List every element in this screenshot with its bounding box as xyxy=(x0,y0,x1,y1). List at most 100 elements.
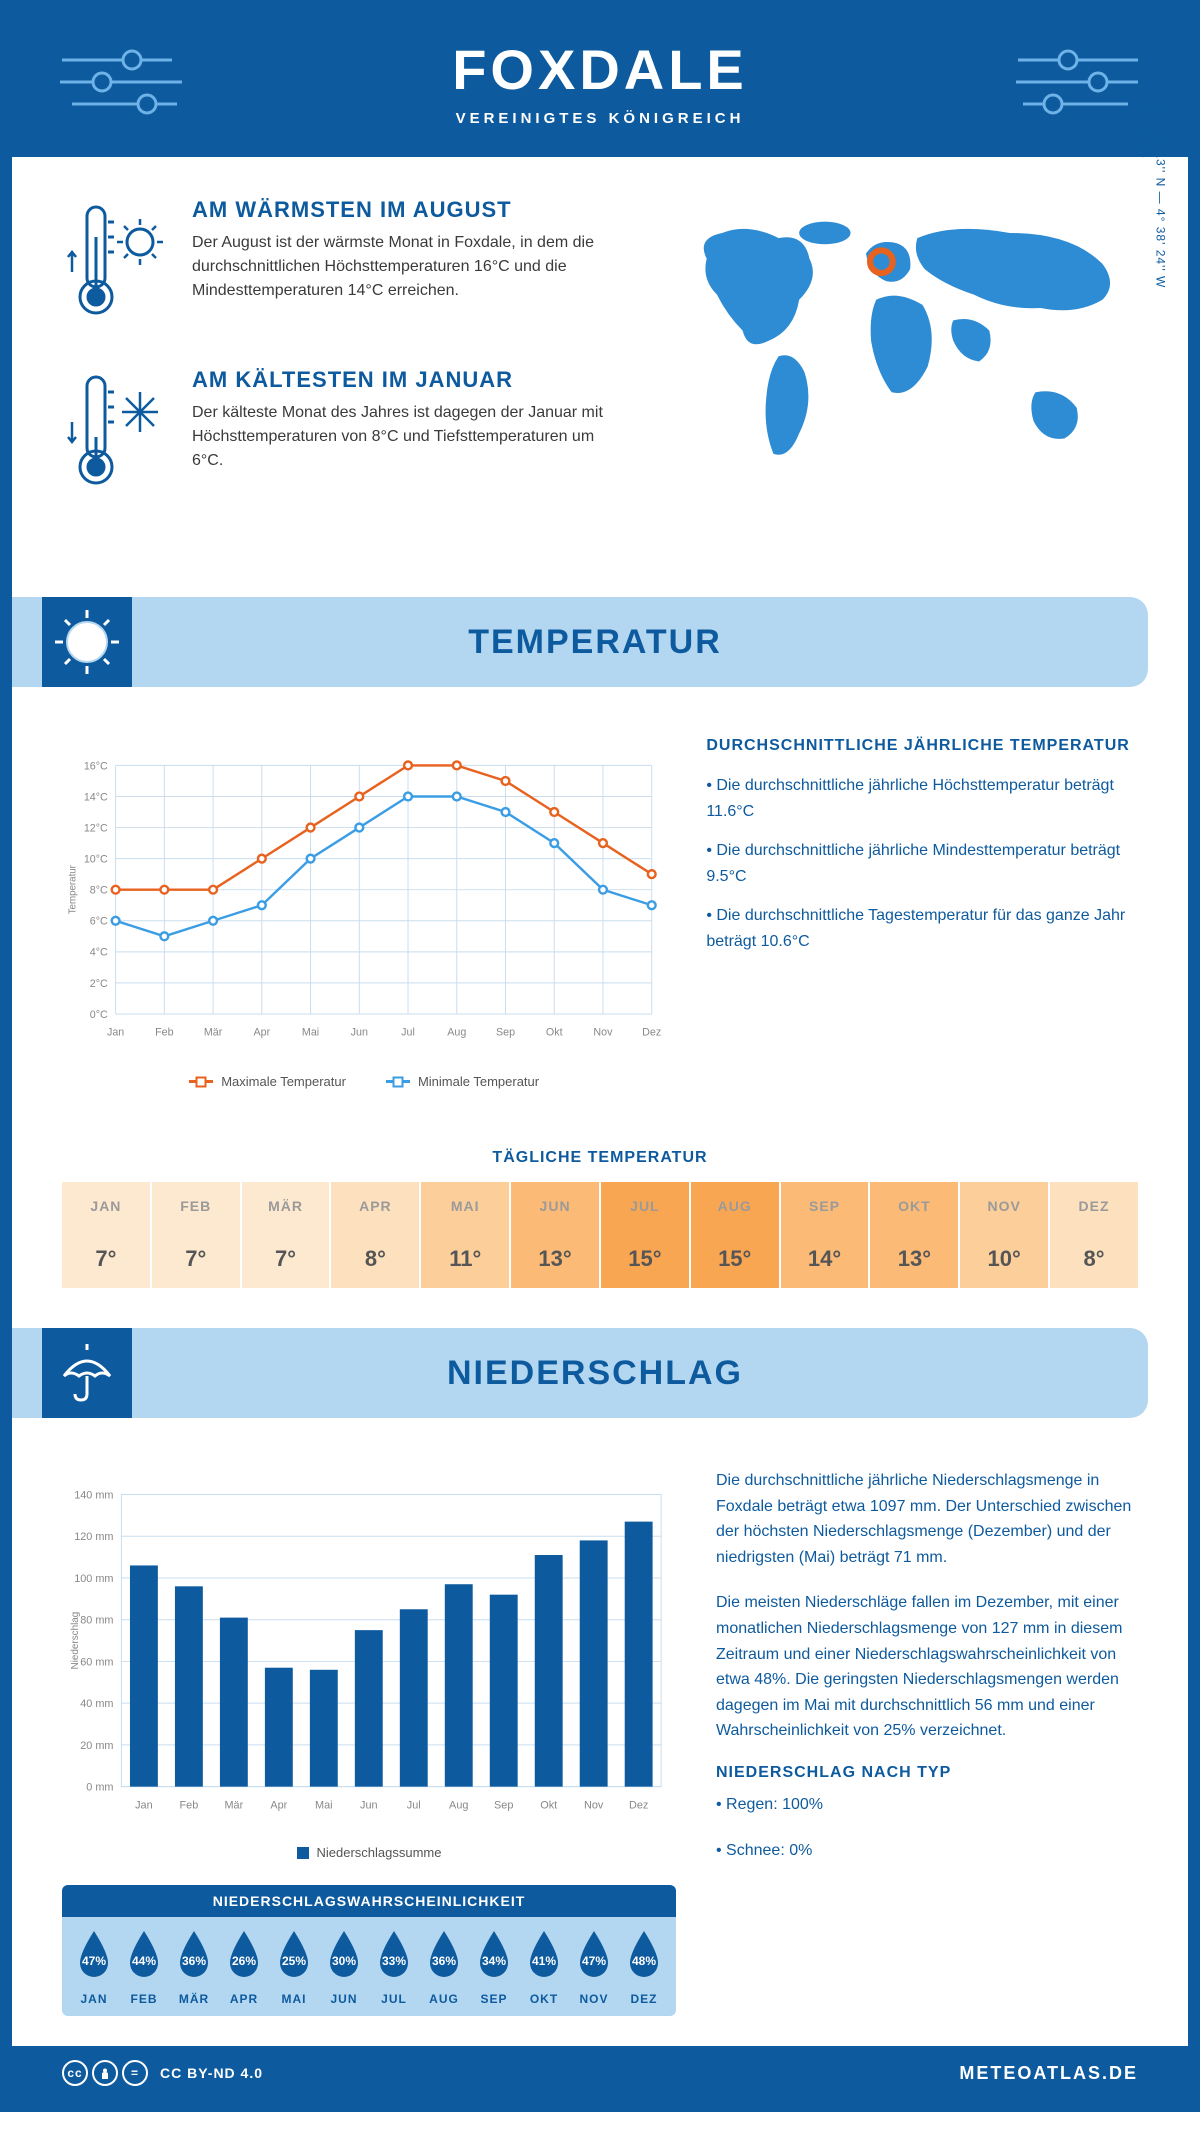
legend-min-label: Minimale Temperatur xyxy=(418,1074,539,1089)
footer-license: cc = CC BY-ND 4.0 xyxy=(62,2060,263,2086)
svg-text:Feb: Feb xyxy=(155,1026,174,1038)
svg-text:Sep: Sep xyxy=(496,1026,515,1038)
temperature-line-chart: 0°C2°C4°C6°C8°C10°C12°C14°C16°CJanFebMär… xyxy=(62,737,666,1057)
svg-text:60 mm: 60 mm xyxy=(80,1656,113,1668)
temp-cell: DEZ8° xyxy=(1050,1182,1138,1288)
svg-text:Apr: Apr xyxy=(270,1799,287,1811)
temp-cell: NOV10° xyxy=(960,1182,1048,1288)
svg-text:Niederschlag: Niederschlag xyxy=(70,1612,81,1670)
temp-bullet-3: • Die durchschnittliche Tagestemperatur … xyxy=(706,903,1138,954)
svg-text:Nov: Nov xyxy=(593,1026,613,1038)
precipitation-title: NIEDERSCHLAG xyxy=(132,1354,1148,1393)
legend-max-temp: .legend-item:nth-child(1) .legend-swatch… xyxy=(189,1074,346,1089)
prob-cell: 47%JAN xyxy=(72,1927,116,2006)
thermometer-snow-icon xyxy=(62,367,172,502)
prob-cell: 30%JUN xyxy=(322,1927,366,2006)
prob-cell: 36%MÄR xyxy=(172,1927,216,2006)
svg-text:120 mm: 120 mm xyxy=(74,1531,113,1543)
svg-text:Mär: Mär xyxy=(204,1026,223,1038)
svg-text:Okt: Okt xyxy=(540,1799,557,1811)
page-container: FOXDALE VEREINIGTES KÖNIGREICH AM WÄRMST… xyxy=(0,0,1200,2112)
coldest-body: Der kälteste Monat des Jahres ist dagege… xyxy=(192,401,605,473)
precip-p1: Die durchschnittliche jährliche Niedersc… xyxy=(716,1468,1138,1570)
precipitation-bar-chart: 0 mm20 mm40 mm60 mm80 mm100 mm120 mm140 … xyxy=(62,1468,676,1828)
svg-text:33%: 33% xyxy=(382,1954,406,1968)
svg-text:Jun: Jun xyxy=(351,1026,368,1038)
temperature-section-header: TEMPERATUR xyxy=(12,597,1148,687)
wind-icon-left xyxy=(52,42,192,127)
temp-cell: SEP14° xyxy=(781,1182,869,1288)
svg-text:Okt: Okt xyxy=(546,1026,563,1038)
svg-text:20 mm: 20 mm xyxy=(80,1740,113,1752)
prob-cell: 47%NOV xyxy=(572,1927,616,2006)
footer: cc = CC BY-ND 4.0 METEOATLAS.DE xyxy=(12,2046,1188,2100)
temperature-info: DURCHSCHNITTLICHE JÄHRLICHE TEMPERATUR •… xyxy=(706,737,1138,1089)
svg-text:Aug: Aug xyxy=(449,1799,468,1811)
precipitation-legend: Niederschlagssumme xyxy=(62,1845,676,1860)
svg-text:48%: 48% xyxy=(632,1954,656,1968)
svg-text:Mai: Mai xyxy=(302,1026,319,1038)
footer-site: METEOATLAS.DE xyxy=(959,2063,1138,2084)
svg-text:Jan: Jan xyxy=(135,1799,153,1811)
temp-cell: AUG15° xyxy=(691,1182,779,1288)
daily-temp-table: JAN7°FEB7°MÄR7°APR8°MAI11°JUN13°JUL15°AU… xyxy=(62,1182,1138,1288)
svg-text:Apr: Apr xyxy=(253,1026,270,1038)
svg-text:40 mm: 40 mm xyxy=(80,1698,113,1710)
svg-text:25%: 25% xyxy=(282,1954,306,1968)
precip-type-title: NIEDERSCHLAG NACH TYP xyxy=(716,1764,1138,1782)
wind-icon-right xyxy=(1008,42,1148,127)
svg-text:Mär: Mär xyxy=(224,1799,243,1811)
precipitation-section-header: NIEDERSCHLAG xyxy=(12,1328,1148,1418)
precip-p2: Die meisten Niederschläge fallen im Deze… xyxy=(716,1590,1138,1744)
world-map-icon xyxy=(645,197,1138,495)
precipitation-left: 0 mm20 mm40 mm60 mm80 mm100 mm120 mm140 … xyxy=(62,1468,676,2016)
prob-cell: 41%OKT xyxy=(522,1927,566,2006)
svg-text:80 mm: 80 mm xyxy=(80,1615,113,1627)
coords-region: GLENFABA xyxy=(1140,103,1150,159)
svg-text:Feb: Feb xyxy=(180,1799,199,1811)
temp-cell: JAN7° xyxy=(62,1182,150,1288)
prob-cell: 33%JUL xyxy=(372,1927,416,2006)
legend-min-temp: .legend-item:nth-child(2) .legend-swatch… xyxy=(386,1074,539,1089)
svg-text:34%: 34% xyxy=(482,1954,506,1968)
thermometer-sun-icon xyxy=(62,197,172,332)
precipitation-content: 0 mm20 mm40 mm60 mm80 mm100 mm120 mm140 … xyxy=(12,1448,1188,2046)
temperature-legend: .legend-item:nth-child(1) .legend-swatch… xyxy=(62,1074,666,1089)
prob-cell: 34%SEP xyxy=(472,1927,516,2006)
svg-text:30%: 30% xyxy=(332,1954,356,1968)
temperature-content: 0°C2°C4°C6°C8°C10°C12°C14°C16°CJanFebMär… xyxy=(12,717,1188,1119)
prob-cell: 36%AUG xyxy=(422,1927,466,2006)
warmest-title: AM WÄRMSTEN IM AUGUST xyxy=(192,197,605,223)
coords-main: 54° 10' 13'' N — 4° 38' 24'' W xyxy=(1153,103,1167,288)
svg-text:Dez: Dez xyxy=(642,1026,661,1038)
prob-cell: 44%FEB xyxy=(122,1927,166,2006)
temp-cell: JUL15° xyxy=(601,1182,689,1288)
precipitation-text: Die durchschnittliche jährliche Niedersc… xyxy=(716,1468,1138,2016)
legend-precip-sum: Niederschlagssumme xyxy=(297,1845,442,1860)
legend-precip-label: Niederschlagssumme xyxy=(317,1845,442,1860)
svg-text:36%: 36% xyxy=(182,1954,206,1968)
svg-text:0°C: 0°C xyxy=(90,1009,108,1021)
svg-text:26%: 26% xyxy=(232,1954,256,1968)
svg-text:Jul: Jul xyxy=(407,1799,421,1811)
daily-temp-title: TÄGLICHE TEMPERATUR xyxy=(12,1149,1188,1167)
coldest-text: AM KÄLTESTEN IM JANUAR Der kälteste Mona… xyxy=(192,367,605,502)
temp-cell: MÄR7° xyxy=(242,1182,330,1288)
svg-text:Jan: Jan xyxy=(107,1026,124,1038)
svg-text:100 mm: 100 mm xyxy=(74,1573,113,1585)
temp-cell: FEB7° xyxy=(152,1182,240,1288)
svg-text:Temperatur: Temperatur xyxy=(68,864,79,914)
svg-text:41%: 41% xyxy=(532,1954,556,1968)
svg-text:2°C: 2°C xyxy=(90,978,108,990)
cc-icon: cc = xyxy=(62,2060,148,2086)
svg-text:0 mm: 0 mm xyxy=(86,1782,113,1794)
map-column: 54° 10' 13'' N — 4° 38' 24'' W GLENFABA xyxy=(645,197,1138,537)
svg-text:10°C: 10°C xyxy=(84,854,108,866)
svg-text:36%: 36% xyxy=(432,1954,456,1968)
svg-text:Mai: Mai xyxy=(315,1799,333,1811)
coordinates: 54° 10' 13'' N — 4° 38' 24'' W GLENFABA xyxy=(1139,103,1167,288)
legend-max-label: Maximale Temperatur xyxy=(221,1074,346,1089)
svg-text:Nov: Nov xyxy=(584,1799,604,1811)
prob-cell: 26%APR xyxy=(222,1927,266,2006)
coldest-title: AM KÄLTESTEN IM JANUAR xyxy=(192,367,605,393)
